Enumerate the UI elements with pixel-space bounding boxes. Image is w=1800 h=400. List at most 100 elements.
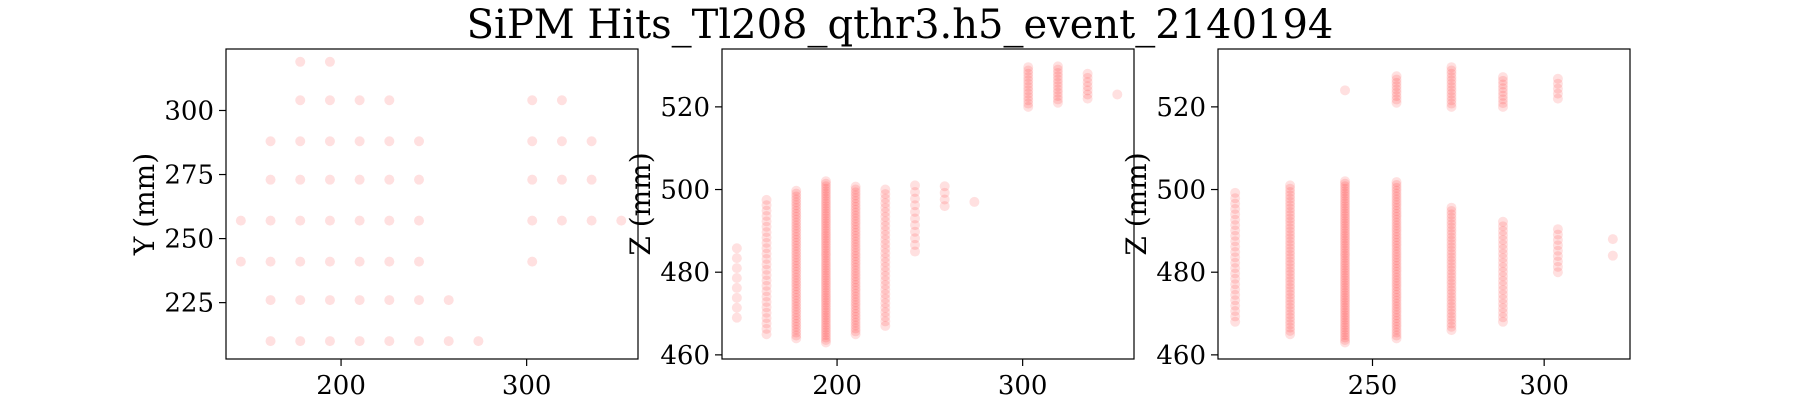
data-point [791, 298, 802, 309]
data-point [1285, 187, 1296, 198]
data-point [1285, 213, 1296, 224]
data-point [910, 193, 921, 204]
data-point [1082, 72, 1093, 83]
data-point [850, 268, 861, 279]
axes-frame [1217, 48, 1631, 360]
data-point [761, 205, 772, 216]
data-point [761, 329, 772, 340]
data-point [1023, 95, 1034, 106]
data-point [1552, 73, 1563, 84]
data-point [1497, 316, 1508, 327]
data-point [1391, 249, 1402, 260]
data-point [820, 275, 831, 286]
data-point [820, 196, 831, 207]
data-point [556, 95, 567, 106]
data-point [1340, 250, 1351, 261]
data-point [820, 181, 831, 192]
data-point [761, 280, 772, 291]
data-point [820, 250, 831, 261]
data-point [850, 233, 861, 244]
data-point [1607, 234, 1618, 245]
data-point [1340, 297, 1351, 308]
data-point [384, 215, 395, 226]
data-point [235, 215, 246, 226]
data-point [1391, 301, 1402, 312]
data-point [791, 313, 802, 324]
data-point [295, 56, 306, 67]
data-point [1391, 234, 1402, 245]
data-point [527, 136, 538, 147]
data-point [1497, 253, 1508, 264]
data-point [820, 201, 831, 212]
data-point [384, 336, 395, 347]
data-point [443, 295, 454, 306]
data-point [1285, 203, 1296, 214]
data-point [1082, 77, 1093, 88]
data-point [1446, 325, 1457, 336]
data-point [850, 210, 861, 221]
data-point [1446, 321, 1457, 332]
data-point [1391, 84, 1402, 95]
data-point [910, 200, 921, 211]
data-point [1340, 181, 1351, 192]
data-point [1285, 259, 1296, 270]
data-point [1391, 304, 1402, 315]
data-point [1340, 230, 1351, 241]
data-point [1340, 320, 1351, 331]
axes-frame [721, 48, 1135, 360]
data-point [1497, 101, 1508, 112]
data-point [1340, 235, 1351, 246]
data-point [910, 206, 921, 217]
data-point [880, 320, 891, 331]
data-point [1446, 78, 1457, 89]
data-point [880, 216, 891, 227]
data-point [1340, 85, 1351, 96]
data-point [1552, 88, 1563, 99]
data-point [1230, 284, 1241, 295]
data-point [850, 282, 861, 293]
data-point [850, 181, 861, 192]
data-point [820, 228, 831, 239]
data-point [1391, 272, 1402, 283]
data-point [880, 198, 891, 209]
data-point [295, 256, 306, 267]
data-point [791, 318, 802, 329]
data-point [1285, 263, 1296, 274]
data-point [1446, 98, 1457, 109]
data-point [820, 258, 831, 269]
data-point [850, 262, 861, 273]
data-point [1391, 289, 1402, 300]
data-point [1391, 206, 1402, 217]
data-point [1552, 229, 1563, 240]
data-point [880, 225, 891, 236]
data-point [1391, 298, 1402, 309]
y-tick-label: 300 [164, 96, 214, 126]
data-point [1391, 307, 1402, 318]
data-point [791, 333, 802, 344]
data-point [1285, 325, 1296, 336]
data-point [1497, 262, 1508, 273]
data-point [1340, 325, 1351, 336]
data-point [1391, 318, 1402, 329]
data-point [1340, 176, 1351, 187]
data-point [791, 197, 802, 208]
data-point [414, 336, 425, 347]
data-point [1446, 315, 1457, 326]
data-point [354, 215, 365, 226]
data-point [820, 305, 831, 316]
data-point [1391, 91, 1402, 102]
data-point [1340, 322, 1351, 333]
data-point [791, 263, 802, 274]
data-point [1552, 267, 1563, 278]
data-point [791, 208, 802, 219]
data-point [820, 218, 831, 229]
data-point [820, 220, 831, 231]
data-point [1446, 202, 1457, 213]
data-point [820, 255, 831, 266]
data-point [1285, 306, 1296, 317]
data-point [1285, 266, 1296, 277]
data-point [616, 215, 627, 226]
data-point [384, 174, 395, 185]
data-point [1023, 72, 1034, 83]
data-point [850, 306, 861, 317]
